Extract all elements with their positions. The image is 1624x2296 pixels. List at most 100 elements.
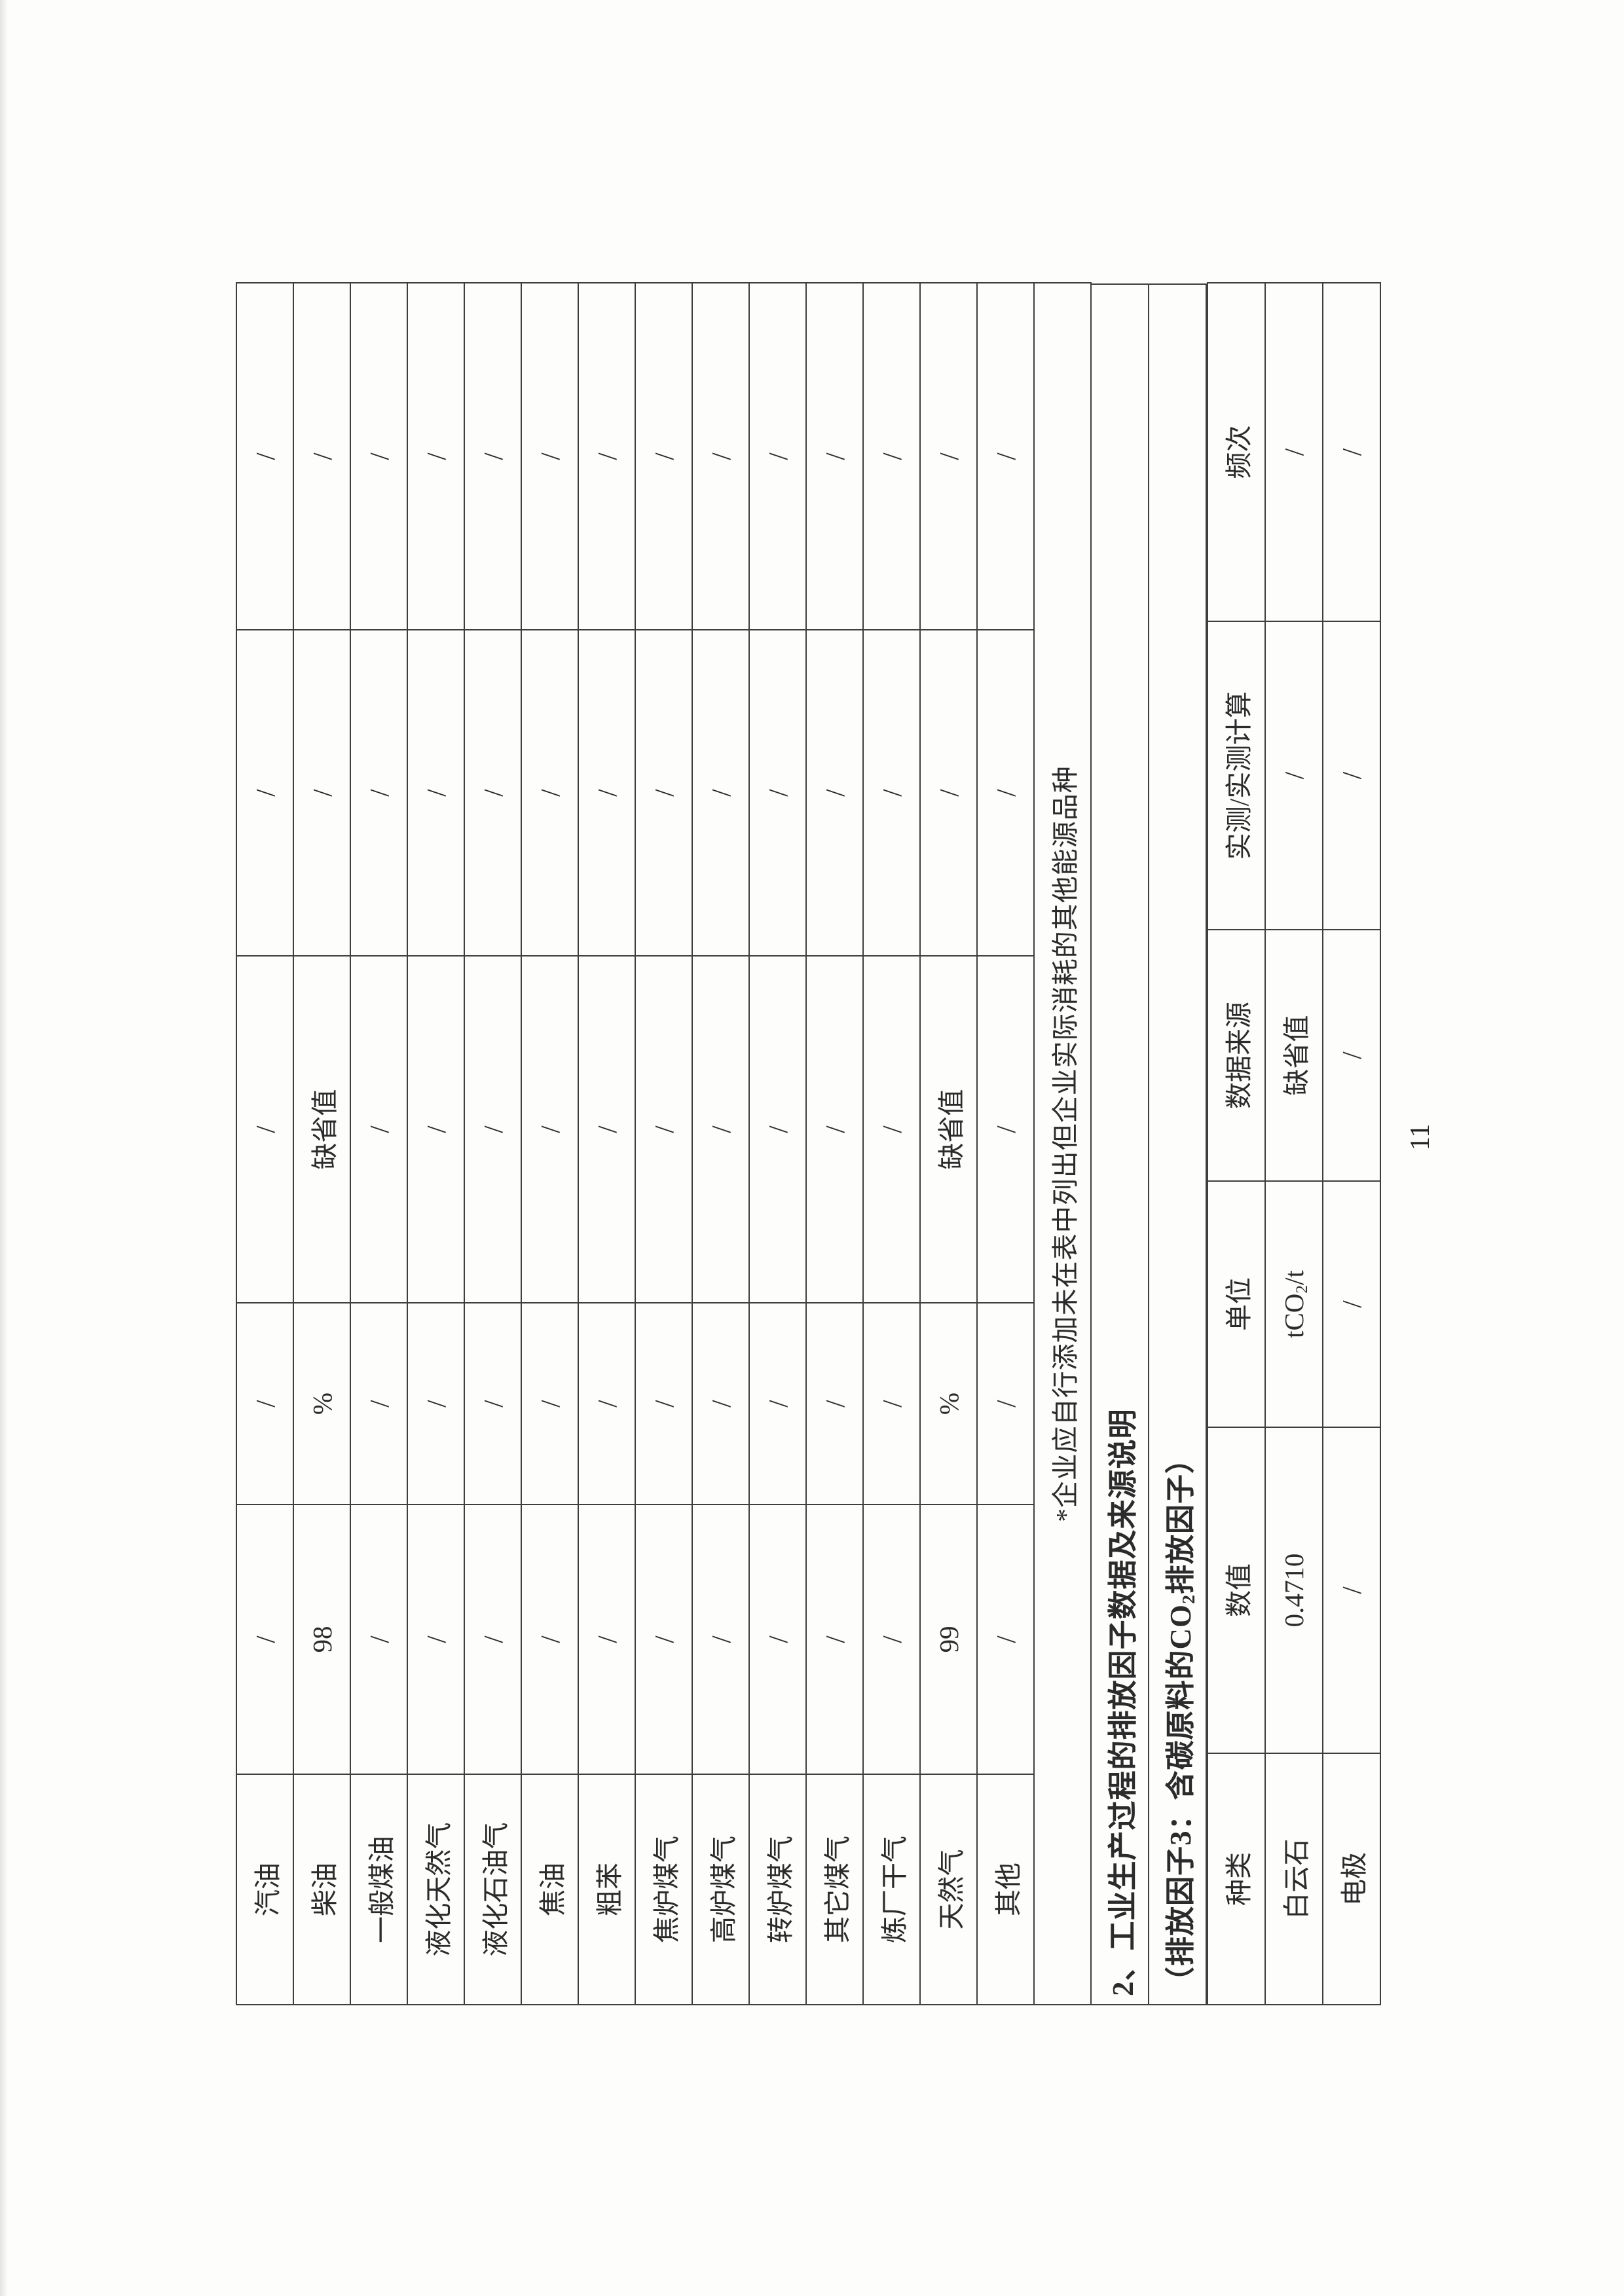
table-cell: / (692, 1303, 749, 1504)
table-cell: 99 (920, 1504, 977, 1774)
table-cell: / (1323, 621, 1380, 930)
material-table-row: 电极 / / / / / (1323, 283, 1380, 2005)
table-cell: / (464, 1504, 521, 1774)
table-cell: / (578, 630, 635, 956)
fuel-table-row: 汽油 / / / / / (236, 283, 293, 2005)
table-cell: 缺省值 (293, 956, 350, 1303)
fuel-name-cell: 粗苯 (578, 1774, 635, 2005)
table-cell: / (977, 283, 1034, 630)
table-cell: / (407, 1504, 464, 1774)
fuel-table-row: 粗苯 / / / / / (578, 283, 635, 2005)
section-heading: 2、工业生产过程的排放因子数据及来源说明 (1092, 283, 1149, 2005)
table-cell: / (863, 630, 920, 956)
fuel-name-cell: 其他 (977, 1774, 1034, 2005)
table-cell: / (1323, 1427, 1380, 1753)
table-cell: / (920, 630, 977, 956)
fuel-oxidation-rate-table: 汽油 / / / / / 柴油 98% 缺省值 / / 一般煤油 / / / / / 液化天然气 / / / / / 液化石油… (236, 282, 1092, 2005)
fuel-table-row: 焦炉煤气 / / / / / (635, 283, 692, 2005)
table-cell: / (977, 1504, 1034, 1774)
table-cell: / (293, 283, 350, 630)
fuel-table-row: 一般煤油 / / / / / (350, 283, 407, 2005)
table-note-row: *企业应自行添加未在表中列出但企业实际消耗的其他能源品种 (1034, 283, 1091, 2005)
table-cell: / (293, 630, 350, 956)
fuel-name-cell: 炼厂干气 (863, 1774, 920, 2005)
material-name-cell: 电极 (1323, 1753, 1380, 2005)
table-cell: / (806, 1504, 863, 1774)
table-cell: / (749, 283, 806, 630)
document-content-area: 汽油 / / / / / 柴油 98% 缺省值 / / 一般煤油 / / / / / 液化天然气 / / / / / 液化石油… (236, 283, 1381, 2005)
table-cell: / (977, 956, 1034, 1303)
fuel-table-row: 柴油 98% 缺省值 / / (293, 283, 350, 2005)
table-cell: / (806, 956, 863, 1303)
table-cell: % (920, 1303, 977, 1504)
page-number: 11 (1405, 1123, 1435, 1151)
table-cell: / (578, 956, 635, 1303)
fuel-name-cell: 汽油 (236, 1774, 293, 2005)
table-cell: / (350, 956, 407, 1303)
table-cell: / (863, 956, 920, 1303)
fuel-table-row: 其它煤气 / / / / / (806, 283, 863, 2005)
table-cell: / (1323, 283, 1380, 621)
fuel-name-cell: 柴油 (293, 1774, 350, 2005)
table-cell: / (407, 956, 464, 1303)
table-cell: / (1323, 930, 1380, 1181)
fuel-table-row: 炼厂干气 / / / / / (863, 283, 920, 2005)
table-cell: / (236, 956, 293, 1303)
column-header: 实测/实测计算 (1208, 621, 1265, 930)
section-subheading-text: （排放因子3：含碳原料的CO2排放因子） (1164, 1444, 1200, 1996)
fuel-table-row: 天然气 99% 缺省值 / / (920, 283, 977, 2005)
table-cell: / (236, 283, 293, 630)
table-cell: / (692, 630, 749, 956)
fuel-name-cell: 转炉煤气 (749, 1774, 806, 2005)
fuel-table-row: 液化天然气 / / / / / (407, 283, 464, 2005)
table-cell: / (635, 630, 692, 956)
table-cell: / (977, 630, 1034, 956)
fuel-name-cell: 焦油 (521, 1774, 578, 2005)
table-cell: / (806, 283, 863, 630)
table-cell: / (863, 283, 920, 630)
column-header: 种类 (1208, 1753, 1265, 2005)
fuel-name-cell: 液化天然气 (407, 1774, 464, 2005)
table-cell: / (1265, 283, 1323, 621)
table-note-text: *企业应自行添加未在表中列出但企业实际消耗的其他能源品种 (1034, 283, 1091, 2005)
process-emission-factor-table: 种类 数值 单位 数据来源 实测/实测计算 频次 白云石 0.4710 tCO2/t 缺省值 / /… (1207, 282, 1381, 2005)
fuel-table-row: 其他 / / / / / (977, 283, 1034, 2005)
table-cell: / (749, 1303, 806, 1504)
table-cell: / (464, 630, 521, 956)
table-cell: 98 (293, 1504, 350, 1774)
table-cell: / (806, 1303, 863, 1504)
table-cell: / (521, 630, 578, 956)
table-cell: / (863, 1504, 920, 1774)
table-cell: / (236, 1303, 293, 1504)
section-subheading: （排放因子3：含碳原料的CO2排放因子） (1149, 283, 1207, 2005)
table-cell: 缺省值 (920, 956, 977, 1303)
table-cell: / (578, 1504, 635, 1774)
fuel-name-cell: 天然气 (920, 1774, 977, 2005)
fuel-table-row: 转炉煤气 / / / / / (749, 283, 806, 2005)
table-cell: / (749, 1504, 806, 1774)
table-cell: 0.4710 (1265, 1427, 1323, 1753)
table-cell: / (806, 630, 863, 956)
table-cell: / (749, 630, 806, 956)
fuel-table-row: 焦油 / / / / / (521, 283, 578, 2005)
table-cell: / (350, 630, 407, 956)
table-cell: 缺省值 (1265, 930, 1323, 1181)
column-header: 数据来源 (1208, 930, 1265, 1181)
fuel-name-cell: 高炉煤气 (692, 1774, 749, 2005)
table-cell: / (635, 1504, 692, 1774)
table-cell: / (407, 630, 464, 956)
column-header: 数值 (1208, 1427, 1265, 1753)
table-cell: / (350, 1303, 407, 1504)
fuel-table-row: 液化石油气 / / / / / (464, 283, 521, 2005)
column-header: 单位 (1208, 1181, 1265, 1427)
table-cell: / (350, 1504, 407, 1774)
table-cell: / (578, 283, 635, 630)
section-heading-text: 2、工业生产过程的排放因子数据及来源说明 (1106, 1408, 1139, 1996)
table-cell: / (236, 1504, 293, 1774)
table-cell: / (407, 283, 464, 630)
material-table-row: 白云石 0.4710 tCO2/t 缺省值 / / (1265, 283, 1323, 2005)
table-cell: / (464, 283, 521, 630)
table-header-row: 种类 数值 单位 数据来源 实测/实测计算 频次 (1208, 283, 1265, 2005)
material-name-cell: 白云石 (1265, 1753, 1323, 2005)
